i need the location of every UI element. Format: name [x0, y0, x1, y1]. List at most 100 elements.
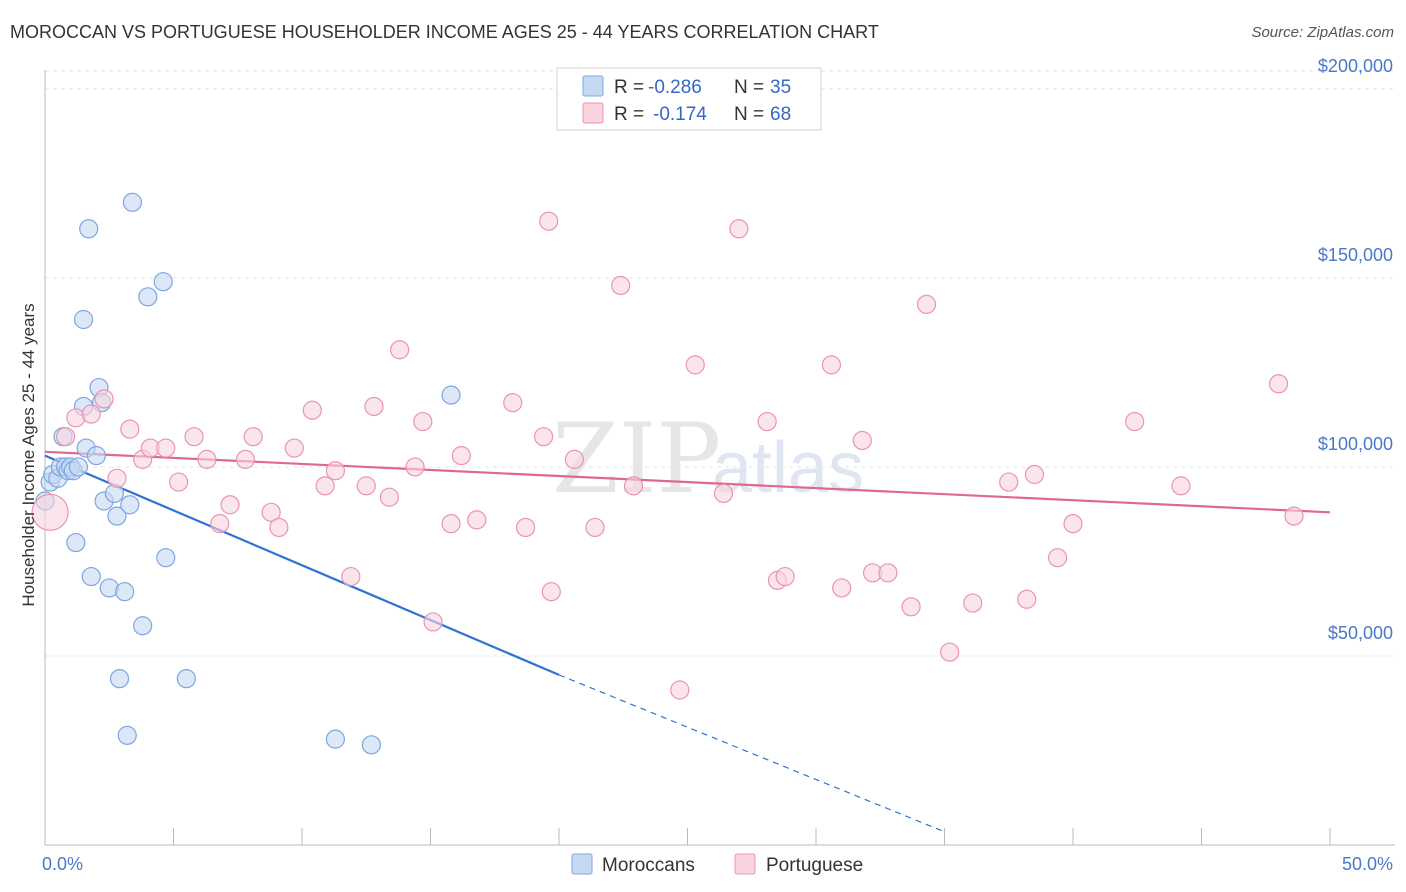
portuguese-point-4: [94, 389, 114, 409]
portuguese-point-51: [832, 578, 852, 598]
bottom-legend: Moroccans Portuguese: [571, 853, 863, 876]
portuguese-point-60: [1017, 589, 1037, 609]
portuguese-point-67: [1284, 506, 1304, 526]
moroccans-point-25: [115, 582, 135, 602]
portuguese-point-42: [623, 476, 644, 496]
portuguese-point-57: [940, 642, 960, 662]
portuguese-point-25: [364, 396, 384, 417]
portuguese-point-23: [341, 566, 361, 587]
portuguese-point-43: [670, 680, 690, 700]
portuguese-point-3: [81, 404, 101, 424]
moroccans-point-34: [325, 729, 346, 749]
portuguese-point-56: [916, 294, 937, 314]
legend-swatch-moroccans: [582, 75, 604, 97]
moroccans-point-15: [79, 219, 99, 239]
moroccans-point-26: [117, 725, 137, 745]
portuguese-point-47: [757, 411, 777, 432]
portuguese-point-54: [878, 563, 898, 583]
moroccans-point-29: [133, 616, 153, 636]
moroccans-point-28: [122, 192, 142, 212]
moroccans-point-32: [156, 548, 176, 568]
portuguese-point-19: [284, 438, 304, 458]
portuguese-point-45: [713, 483, 734, 504]
portuguese-point-59: [999, 472, 1019, 492]
data-points: [31, 192, 1304, 755]
portuguese-point-39: [564, 449, 585, 469]
portuguese-point-17: [261, 502, 281, 522]
portuguese-point-65: [1171, 476, 1191, 496]
moroccans-trend-line: [44, 454, 560, 676]
portuguese-point-40: [585, 517, 605, 538]
portuguese-point-13: [210, 514, 230, 534]
y-tick-label-2: $150,000: [1318, 245, 1393, 265]
portuguese-point-50: [821, 355, 842, 375]
portuguese-point-31: [441, 514, 461, 534]
portuguese-point-41: [611, 275, 631, 296]
portuguese-point-15: [235, 449, 256, 469]
portuguese-point-37: [541, 582, 561, 602]
bottom-legend-swatch-moroccans: [571, 853, 593, 875]
portuguese-point-26: [379, 487, 399, 507]
portuguese-point-29: [413, 411, 433, 432]
portuguese-point-36: [533, 427, 554, 447]
portuguese-point-62: [1047, 548, 1068, 568]
portuguese-point-24: [356, 476, 376, 496]
legend-r-label-portuguese: R =: [614, 104, 644, 125]
portuguese-point-52: [852, 430, 872, 451]
portuguese-point-28: [405, 457, 425, 477]
moroccans-point-30: [138, 287, 158, 307]
portuguese-point-49: [775, 566, 795, 587]
moroccans-point-23: [107, 506, 127, 526]
portuguese-point-16: [243, 427, 263, 447]
y-tick-label-3: $200,000: [1318, 56, 1393, 76]
grid-lines: [45, 70, 1395, 657]
portuguese-point-58: [963, 593, 983, 613]
legend-n-label-portuguese: N =: [734, 104, 764, 125]
bottom-legend-swatch-portuguese: [734, 853, 756, 875]
x-tick-label-1: 50.0%: [1342, 854, 1393, 874]
legend-r-value-portuguese: -0.174: [653, 104, 707, 125]
watermark-atlas: atlas: [712, 428, 864, 508]
portuguese-point-20: [302, 400, 322, 420]
portuguese-point-38: [539, 211, 559, 231]
moroccans-point-31: [153, 272, 173, 292]
legend-n-value-portuguese: 68: [770, 104, 791, 125]
bottom-legend-moroccans: Moroccans: [602, 855, 695, 876]
x-tick-label-0: 0.0%: [42, 854, 83, 874]
portuguese-point-12: [197, 449, 217, 469]
legend-n-value-moroccans: 35: [770, 77, 791, 98]
portuguese-point-27: [390, 340, 410, 360]
portuguese-point-34: [503, 393, 523, 413]
y-axis-label: Householder Income Ages 25 - 44 years: [19, 303, 38, 606]
chart-title: MOROCCAN VS PORTUGUESE HOUSEHOLDER INCOM…: [10, 22, 879, 42]
moroccans-point-35: [361, 735, 381, 755]
portuguese-point-22: [325, 461, 346, 481]
portuguese-point-6: [120, 419, 140, 439]
portuguese-trend-line: [44, 450, 1331, 514]
portuguese-point-35: [515, 517, 536, 538]
portuguese-point-11: [184, 427, 204, 447]
portuguese-point-55: [901, 597, 921, 617]
legend-swatch-portuguese: [582, 102, 604, 124]
legend-n-label-moroccans: N =: [734, 77, 764, 98]
portuguese-point-9: [156, 438, 176, 458]
trend-lines: [44, 450, 1331, 833]
legend-box: R = -0.286 N = 35 R = -0.174 N = 68: [556, 67, 822, 131]
y-tick-label-0: $50,000: [1328, 623, 1393, 643]
moroccans-point-17: [86, 446, 107, 466]
moroccans-point-16: [81, 566, 101, 587]
bottom-legend-portuguese: Portuguese: [766, 855, 863, 876]
portuguese-point-63: [1063, 514, 1083, 534]
portuguese-point-21: [315, 476, 335, 496]
source-label: Source: ZipAtlas.com: [1251, 24, 1394, 41]
portuguese-point-0: [31, 493, 69, 531]
portuguese-point-64: [1125, 411, 1145, 432]
portuguese-point-5: [107, 468, 127, 488]
moroccans-point-11: [68, 457, 89, 477]
portuguese-point-61: [1024, 464, 1045, 485]
portuguese-point-66: [1268, 374, 1289, 394]
moroccans-point-24: [109, 669, 130, 689]
portuguese-point-18: [269, 517, 289, 538]
moroccans-point-27: [120, 495, 140, 515]
